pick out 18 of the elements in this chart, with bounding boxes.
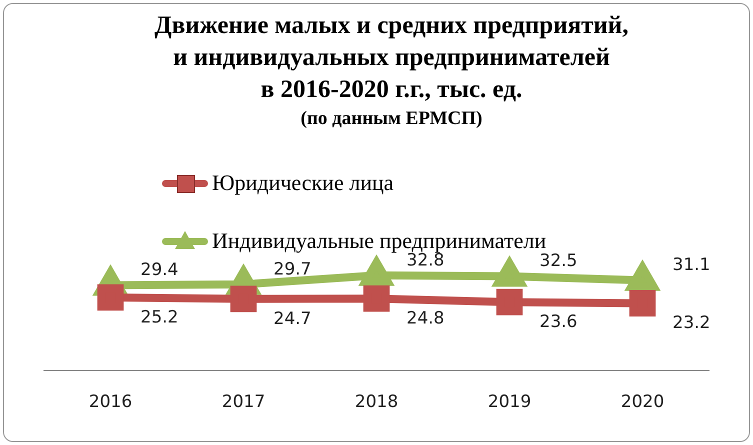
x-tick-label: 2016 (88, 392, 132, 412)
data-label: 32.5 (540, 251, 578, 272)
x-tick-label: 2017 (222, 392, 266, 412)
data-label: 23.2 (672, 313, 710, 334)
data-label: 25.2 (140, 307, 178, 328)
data-label: 29.4 (140, 260, 178, 280)
data-label: 24.7 (274, 308, 312, 329)
x-tick-label: 2020 (620, 392, 664, 412)
data-label: 31.1 (672, 255, 710, 276)
x-tick-label: 2019 (488, 392, 532, 412)
data-label: 23.6 (540, 312, 578, 332)
chart-title: Движение малых и средних предприятий, и индивидуальных предпринимателей в 2016-2020 г.г., тыс. ед. (154, 11, 630, 105)
data-label: 24.8 (406, 308, 444, 329)
chart-subtitle: (по данным ЕРМСП) (300, 108, 484, 130)
legend-label: Индивидуальные предприниматели (212, 228, 546, 253)
x-tick-label: 2018 (354, 392, 398, 412)
data-label: 29.7 (274, 259, 312, 280)
legend-label: Юридические лица (212, 170, 394, 196)
